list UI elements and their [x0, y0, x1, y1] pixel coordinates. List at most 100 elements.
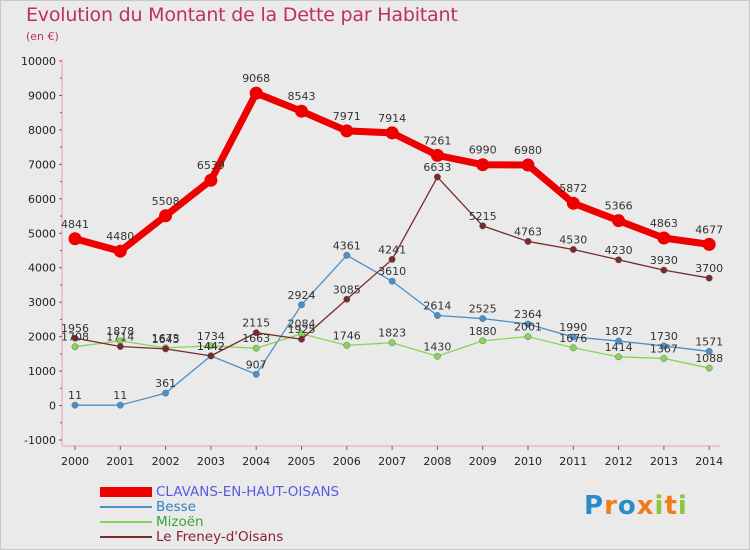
data-label: 7971 — [333, 110, 361, 123]
data-point — [476, 158, 490, 172]
data-point — [705, 348, 713, 355]
logo-letter: r — [604, 491, 618, 521]
data-label: 3085 — [333, 283, 361, 296]
data-point — [479, 222, 487, 230]
x-tick-label: 2010 — [514, 455, 542, 468]
legend-swatch — [100, 521, 152, 523]
y-tick-label: -1000 — [24, 434, 56, 447]
data-label: 1676 — [559, 332, 587, 345]
data-label: 1714 — [106, 330, 134, 343]
data-point — [657, 231, 671, 245]
data-point — [660, 355, 668, 362]
data-label: 5215 — [469, 210, 497, 223]
data-point — [433, 352, 441, 360]
data-point — [521, 158, 535, 172]
data-point — [660, 266, 668, 274]
data-label: 1956 — [61, 322, 89, 335]
data-label: 2084 — [288, 318, 316, 331]
data-point — [71, 401, 79, 409]
data-label: 1880 — [469, 325, 497, 338]
data-point — [705, 274, 713, 282]
data-label: 1730 — [650, 330, 678, 343]
x-tick-label: 2012 — [605, 455, 633, 468]
data-point — [249, 86, 263, 100]
y-tick-label: 3000 — [28, 296, 56, 309]
data-label: 1673 — [152, 332, 180, 345]
data-label: 7914 — [378, 112, 406, 125]
data-label: 1442 — [197, 340, 225, 353]
legend-swatch — [100, 487, 152, 497]
y-tick-label: 10000 — [21, 55, 56, 68]
x-tick-label: 2008 — [423, 455, 451, 468]
data-point — [340, 124, 354, 138]
data-point — [524, 320, 532, 328]
data-point — [252, 329, 260, 337]
data-point — [385, 126, 399, 140]
data-point — [524, 333, 532, 341]
y-tick-label: 6000 — [28, 193, 56, 206]
y-tick-label: 8000 — [28, 124, 56, 137]
data-point — [116, 343, 124, 350]
data-label: 1367 — [650, 342, 678, 355]
data-point — [343, 251, 351, 259]
data-label: 7261 — [423, 134, 451, 147]
y-tick-label: 4000 — [28, 262, 56, 275]
data-point — [207, 342, 215, 350]
data-label: 1708 — [61, 331, 89, 344]
data-label: 3930 — [650, 254, 678, 267]
data-point — [162, 345, 170, 353]
data-label: 4530 — [559, 233, 587, 246]
data-point — [660, 342, 668, 350]
legend-label: Le Freney-d'Oisans — [156, 529, 284, 545]
x-tick-label: 2004 — [242, 455, 270, 468]
chart-title: Evolution du Montant de la Dette par Hab… — [26, 4, 458, 26]
data-label: 4863 — [650, 217, 678, 230]
data-label: 3610 — [378, 265, 406, 278]
data-point — [343, 341, 351, 349]
x-tick-label: 2014 — [695, 455, 723, 468]
data-point — [569, 333, 577, 341]
x-tick-label: 2013 — [650, 455, 678, 468]
data-label: 4230 — [605, 244, 633, 257]
data-label: 2364 — [514, 308, 542, 321]
logo-letter: i — [654, 491, 665, 521]
x-tick-label: 2007 — [378, 455, 406, 468]
x-tick-label: 2002 — [152, 455, 180, 468]
data-point — [388, 339, 396, 347]
data-point — [162, 389, 170, 397]
data-label: 2924 — [288, 289, 316, 302]
data-point — [298, 301, 305, 309]
data-label: 11 — [113, 389, 127, 402]
data-label: 1925 — [288, 323, 316, 336]
data-point — [479, 337, 487, 345]
chart-subtitle: (en €) — [26, 30, 59, 43]
data-label: 1088 — [695, 352, 723, 365]
data-point — [615, 353, 622, 361]
data-point — [388, 256, 396, 263]
data-label: 11 — [68, 389, 82, 402]
data-label: 4677 — [695, 223, 723, 236]
data-point — [71, 343, 79, 351]
logo-letter: i — [677, 491, 688, 521]
y-tick-label: 5000 — [28, 227, 56, 240]
data-label: 1746 — [333, 329, 361, 342]
data-point — [204, 173, 218, 187]
data-label: 1571 — [695, 335, 723, 348]
data-point — [295, 104, 308, 118]
y-tick-label: 7000 — [28, 158, 56, 171]
data-point — [430, 148, 444, 162]
data-label: 1878 — [106, 325, 134, 338]
legend-swatch — [100, 536, 152, 538]
data-label: 361 — [155, 377, 176, 390]
x-tick-label: 2009 — [469, 455, 497, 468]
data-point — [68, 232, 82, 246]
data-label: 9068 — [242, 72, 270, 85]
y-tick-label: 1000 — [28, 365, 56, 378]
data-label: 4480 — [106, 230, 134, 243]
data-label: 1823 — [378, 327, 406, 340]
data-point — [252, 344, 260, 352]
data-label: 6539 — [197, 159, 225, 172]
data-point — [615, 256, 622, 264]
data-label: 6990 — [469, 144, 497, 157]
